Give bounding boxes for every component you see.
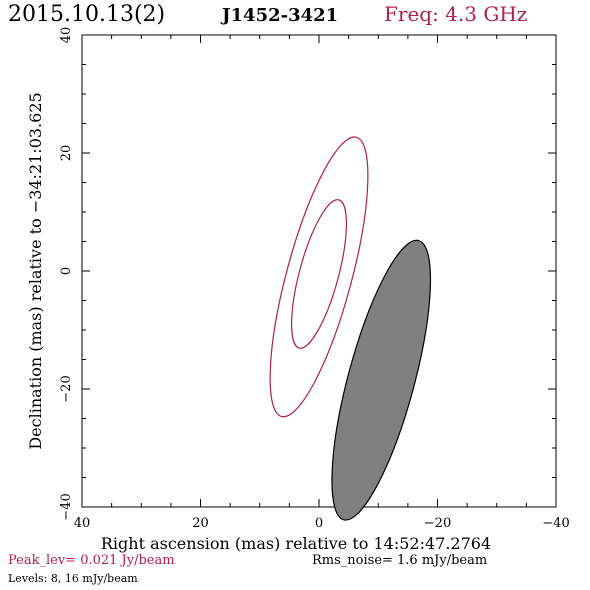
x-tick-label: −40 bbox=[542, 516, 569, 531]
contour-line bbox=[290, 199, 348, 349]
x-tick-label: −20 bbox=[424, 516, 451, 531]
beam-ellipse-group bbox=[331, 239, 432, 521]
y-tick-label: 20 bbox=[59, 145, 74, 162]
source-name: J1452-3421 bbox=[222, 5, 339, 26]
peak-level: Peak_lev= 0.021 Jy/beam bbox=[8, 553, 175, 568]
x-tick-label: 0 bbox=[315, 516, 323, 531]
x-tick-label: 40 bbox=[74, 516, 91, 531]
contour-lines bbox=[269, 136, 369, 418]
x-axis-label: Right ascension (mas) relative to 14:52:… bbox=[101, 534, 491, 553]
contour-levels: Levels: 8, 16 mJy/beam bbox=[8, 572, 138, 585]
observation-date: 2015.10.13(2) bbox=[8, 2, 166, 27]
rms-noise: Rms_noise= 1.6 mJy/beam bbox=[312, 553, 488, 568]
beam-ellipse bbox=[331, 239, 432, 521]
y-tick-label: 40 bbox=[59, 27, 74, 44]
y-tick-label: −20 bbox=[59, 375, 74, 402]
y-tick-label: −40 bbox=[59, 493, 74, 520]
axis-ticks: 40 20 0 −20 −40 −40 −20 0 20 40 bbox=[59, 27, 570, 531]
contour-line bbox=[269, 136, 369, 418]
plot-frame bbox=[81, 34, 557, 508]
y-axis-label: Declination (mas) relative to −34:21:03.… bbox=[26, 92, 45, 449]
y-tick-label: 0 bbox=[59, 267, 74, 275]
frequency-label: Freq: 4.3 GHz bbox=[384, 2, 528, 26]
x-tick-label: 20 bbox=[192, 516, 209, 531]
